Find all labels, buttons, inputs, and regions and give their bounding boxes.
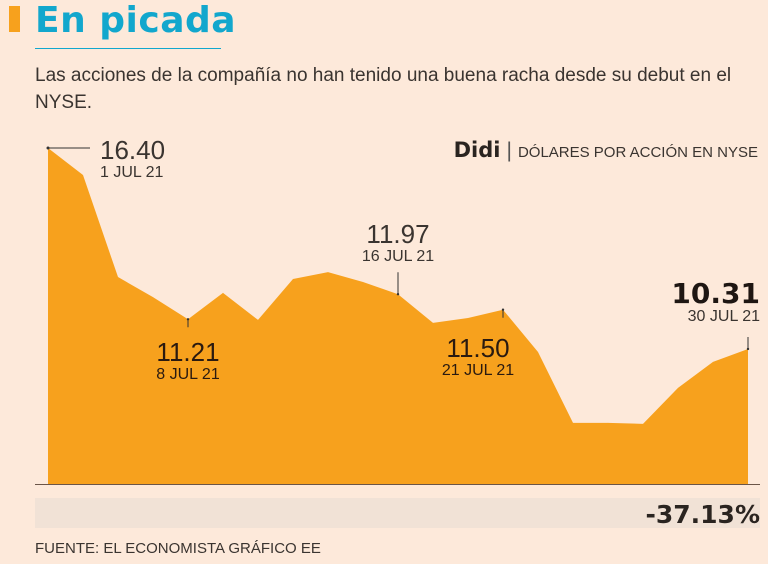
marker-max bbox=[46, 146, 50, 150]
annotation-16jul: 11.97 16 JUL 21 bbox=[348, 220, 448, 266]
marker bbox=[186, 318, 190, 321]
annotation-value: 10.31 bbox=[671, 277, 760, 310]
legend-company: Didi bbox=[453, 138, 501, 162]
legend-unit: DÓLARES POR ACCIÓN EN NYSE bbox=[517, 144, 758, 161]
annotation-value: 16.40 bbox=[100, 135, 166, 165]
area-series bbox=[48, 148, 748, 484]
annotation-max: 16.40 1 JUL 21 bbox=[100, 136, 165, 182]
change-band bbox=[35, 498, 760, 528]
annotation-date: 8 JUL 21 bbox=[156, 366, 220, 383]
title-underline bbox=[35, 48, 221, 49]
annotation-8jul: 11.21 8 JUL 21 bbox=[138, 338, 238, 384]
chart-subtitle: Las acciones de la compañía no han tenid… bbox=[35, 65, 732, 113]
annotation-last: 10.31 30 JUL 21 bbox=[660, 280, 760, 326]
annotation-value: 11.21 bbox=[156, 337, 220, 367]
marker bbox=[501, 308, 505, 311]
marker bbox=[396, 292, 400, 296]
annotation-date: 30 JUL 21 bbox=[687, 308, 760, 325]
legend: Didi | DÓLARES POR ACCIÓN EN NYSE bbox=[453, 138, 758, 162]
annotation-date: 1 JUL 21 bbox=[100, 164, 164, 181]
annotation-21jul: 11.50 21 JUL 21 bbox=[428, 334, 528, 380]
chart-title: En picada bbox=[35, 0, 237, 41]
annotation-date: 21 JUL 21 bbox=[441, 362, 515, 379]
change-percent: -37.13% bbox=[645, 500, 760, 529]
marker bbox=[746, 347, 750, 351]
annotation-value: 11.97 bbox=[366, 219, 430, 249]
title-accent-bar bbox=[9, 6, 20, 32]
source-note: FUENTE: EL ECONOMISTA GRÁFICO EE bbox=[35, 540, 321, 557]
annotation-value: 11.50 bbox=[446, 333, 510, 363]
annotation-date: 16 JUL 21 bbox=[361, 248, 435, 265]
